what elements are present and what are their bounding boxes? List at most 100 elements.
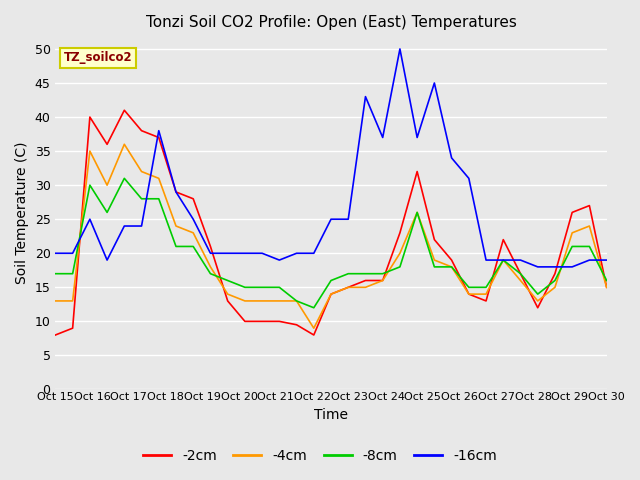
-2cm — [327, 291, 335, 297]
-8cm — [413, 209, 421, 215]
-2cm — [344, 285, 352, 290]
X-axis label: Time: Time — [314, 408, 348, 422]
-16cm — [86, 216, 93, 222]
-8cm — [499, 257, 507, 263]
-16cm — [292, 251, 300, 256]
-4cm — [103, 182, 111, 188]
-16cm — [482, 257, 490, 263]
-16cm — [207, 251, 214, 256]
-16cm — [69, 251, 77, 256]
-16cm — [431, 80, 438, 86]
-8cm — [69, 271, 77, 276]
-16cm — [516, 257, 524, 263]
-2cm — [259, 319, 266, 324]
-8cm — [120, 176, 128, 181]
-8cm — [292, 298, 300, 304]
-16cm — [310, 251, 317, 256]
-2cm — [224, 298, 232, 304]
-4cm — [207, 264, 214, 270]
-2cm — [292, 322, 300, 328]
Text: TZ_soilco2: TZ_soilco2 — [64, 51, 132, 64]
-4cm — [224, 291, 232, 297]
-8cm — [310, 305, 317, 311]
-8cm — [482, 285, 490, 290]
-4cm — [172, 223, 180, 229]
-4cm — [396, 251, 404, 256]
-16cm — [52, 251, 60, 256]
-4cm — [241, 298, 249, 304]
-8cm — [362, 271, 369, 276]
-2cm — [155, 134, 163, 140]
-8cm — [431, 264, 438, 270]
-2cm — [534, 305, 541, 311]
-8cm — [327, 277, 335, 283]
-8cm — [379, 271, 387, 276]
-2cm — [516, 271, 524, 276]
-4cm — [292, 298, 300, 304]
-16cm — [172, 189, 180, 195]
Line: -4cm: -4cm — [56, 144, 607, 328]
-8cm — [516, 271, 524, 276]
-4cm — [138, 168, 145, 174]
Legend: -2cm, -4cm, -8cm, -16cm: -2cm, -4cm, -8cm, -16cm — [138, 443, 502, 468]
Title: Tonzi Soil CO2 Profile: Open (East) Temperatures: Tonzi Soil CO2 Profile: Open (East) Temp… — [145, 15, 516, 30]
-8cm — [207, 271, 214, 276]
-8cm — [224, 277, 232, 283]
-8cm — [603, 277, 611, 283]
-2cm — [310, 332, 317, 338]
-8cm — [155, 196, 163, 202]
-16cm — [155, 128, 163, 133]
Y-axis label: Soil Temperature (C): Soil Temperature (C) — [15, 141, 29, 284]
-2cm — [207, 243, 214, 249]
Line: -8cm: -8cm — [56, 179, 607, 308]
-4cm — [551, 285, 559, 290]
-16cm — [499, 257, 507, 263]
-16cm — [327, 216, 335, 222]
-8cm — [568, 243, 576, 249]
-2cm — [465, 291, 473, 297]
-2cm — [431, 237, 438, 242]
-16cm — [103, 257, 111, 263]
-8cm — [103, 209, 111, 215]
-4cm — [259, 298, 266, 304]
-16cm — [344, 216, 352, 222]
-8cm — [241, 285, 249, 290]
-8cm — [138, 196, 145, 202]
-4cm — [344, 285, 352, 290]
-16cm — [138, 223, 145, 229]
-8cm — [344, 271, 352, 276]
-2cm — [241, 319, 249, 324]
-2cm — [189, 196, 197, 202]
-4cm — [603, 285, 611, 290]
-16cm — [259, 251, 266, 256]
-8cm — [465, 285, 473, 290]
-8cm — [189, 243, 197, 249]
-2cm — [499, 237, 507, 242]
-8cm — [534, 291, 541, 297]
-16cm — [396, 46, 404, 52]
-4cm — [413, 209, 421, 215]
-16cm — [465, 176, 473, 181]
-16cm — [224, 251, 232, 256]
-16cm — [362, 94, 369, 99]
-8cm — [275, 285, 283, 290]
-16cm — [413, 134, 421, 140]
-4cm — [120, 142, 128, 147]
-4cm — [189, 230, 197, 236]
-16cm — [120, 223, 128, 229]
-4cm — [362, 285, 369, 290]
-4cm — [86, 148, 93, 154]
-2cm — [551, 271, 559, 276]
-16cm — [603, 257, 611, 263]
-2cm — [138, 128, 145, 133]
-2cm — [586, 203, 593, 208]
-4cm — [534, 298, 541, 304]
-4cm — [499, 257, 507, 263]
-4cm — [465, 291, 473, 297]
-8cm — [172, 243, 180, 249]
-4cm — [586, 223, 593, 229]
-16cm — [275, 257, 283, 263]
-8cm — [551, 277, 559, 283]
-2cm — [568, 209, 576, 215]
-8cm — [52, 271, 60, 276]
